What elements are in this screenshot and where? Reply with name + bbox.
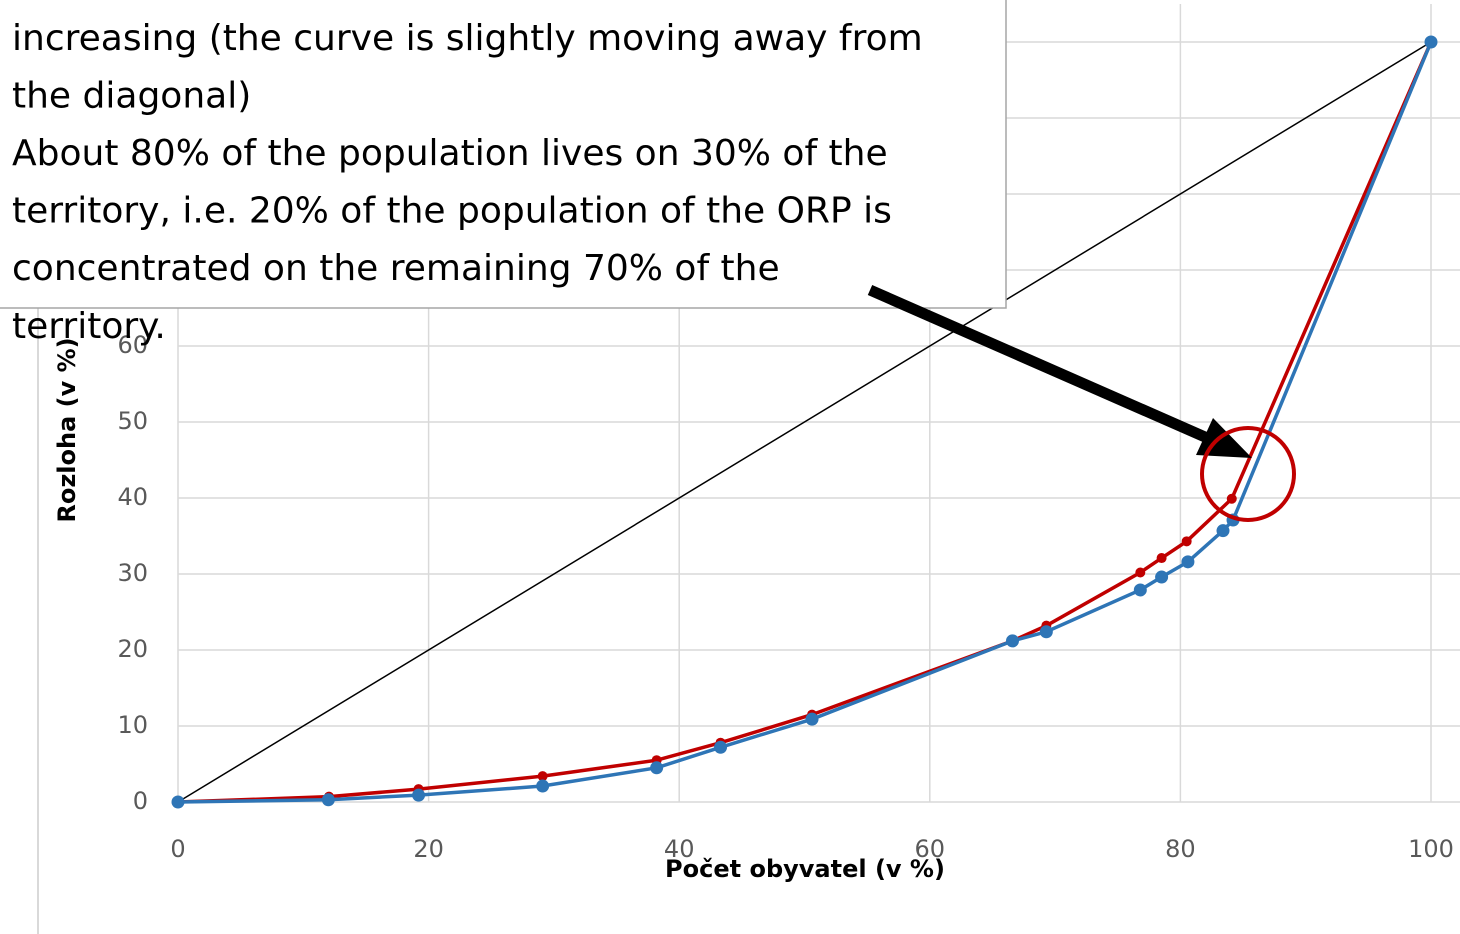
data-point: [412, 788, 426, 802]
data-point: [1226, 493, 1237, 504]
data-point: [537, 771, 548, 782]
x-tick-label: 60: [915, 835, 946, 863]
annotation-line: About 80% of the population lives on 30%…: [12, 133, 888, 174]
data-point: [171, 795, 185, 809]
x-tick-label: 100: [1408, 835, 1454, 863]
y-tick-label: 20: [117, 635, 148, 663]
annotation-line: territory, i.e. 20% of the population of…: [12, 191, 892, 232]
x-tick-label: 80: [1165, 835, 1196, 863]
highlight-circle: [1200, 426, 1296, 522]
data-point: [1135, 567, 1146, 578]
data-point: [1181, 555, 1195, 569]
x-tick-label: 20: [413, 835, 444, 863]
annotation-box: [0, 0, 1007, 309]
data-point: [650, 761, 664, 775]
annotation-line: increasing (the curve is slightly moving…: [12, 18, 923, 59]
y-tick-label: 0: [133, 787, 148, 815]
annotation-line: territory.: [12, 306, 166, 347]
data-point: [1156, 553, 1167, 564]
y-tick-label: 40: [117, 483, 148, 511]
data-point: [1424, 35, 1438, 49]
y-axis-title: Rozloha (v %): [53, 337, 81, 522]
data-point: [1133, 583, 1147, 597]
y-tick-label: 10: [117, 711, 148, 739]
x-tick-label: 40: [664, 835, 695, 863]
data-point: [1216, 524, 1230, 538]
data-point: [1181, 536, 1192, 547]
data-point: [536, 779, 550, 793]
annotation-line: concentrated on the remaining 70% of the: [12, 248, 780, 289]
diagonal-line: [177, 41, 1432, 803]
y-tick-label: 50: [117, 407, 148, 435]
data-point: [1039, 625, 1053, 639]
data-point: [714, 740, 728, 754]
series-line: [177, 41, 1433, 804]
annotation: increasing (the curve is slightly moving…: [0, 0, 1296, 522]
arrow-shaft: [867, 284, 1208, 443]
data-point: [805, 712, 819, 726]
arrow-head: [1196, 418, 1252, 458]
data-point: [321, 793, 335, 807]
y-tick-label: 30: [117, 559, 148, 587]
x-axis-title: Počet obyvatel (v %): [665, 855, 945, 883]
data-point: [1005, 634, 1019, 648]
y-tick-label: 60: [117, 331, 148, 359]
x-tick-label: 0: [170, 835, 185, 863]
annotation-line: the diagonal): [12, 76, 251, 117]
data-point: [1155, 570, 1169, 584]
